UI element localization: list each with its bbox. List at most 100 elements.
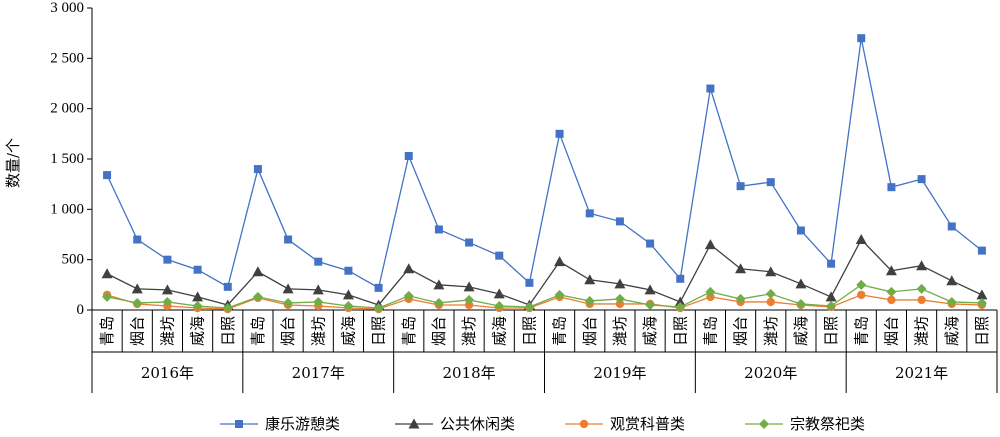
data-point bbox=[162, 296, 173, 307]
data-point bbox=[494, 300, 505, 311]
x-category-label: 潍坊 bbox=[913, 316, 931, 346]
data-point bbox=[314, 257, 323, 266]
data-point bbox=[615, 217, 624, 226]
data-point bbox=[434, 225, 443, 234]
x-category-label: 青岛 bbox=[701, 316, 719, 346]
data-point bbox=[946, 275, 958, 286]
legend-marker bbox=[759, 419, 769, 429]
data-point bbox=[223, 282, 232, 291]
data-point bbox=[947, 222, 956, 231]
data-point bbox=[735, 263, 747, 274]
data-point bbox=[765, 288, 776, 299]
data-point bbox=[282, 283, 294, 294]
data-point bbox=[131, 283, 143, 294]
series-layer bbox=[101, 34, 988, 314]
legend-marker bbox=[579, 419, 589, 429]
legend-label: 观赏科普类 bbox=[610, 415, 685, 433]
legend-item: 宗教祭祀类 bbox=[745, 415, 865, 433]
data-point bbox=[827, 259, 836, 268]
data-point bbox=[344, 266, 353, 275]
x-year-group-label: 2019年 bbox=[593, 364, 646, 382]
data-point bbox=[614, 278, 626, 289]
data-point bbox=[404, 151, 413, 160]
data-point bbox=[524, 301, 535, 312]
data-point bbox=[887, 295, 896, 305]
data-point bbox=[373, 302, 384, 313]
data-point bbox=[766, 297, 775, 307]
series-line bbox=[106, 284, 982, 309]
data-point bbox=[886, 286, 897, 297]
data-point bbox=[465, 238, 474, 247]
x-year-group-label: 2017年 bbox=[292, 364, 345, 382]
x-category-label: 青岛 bbox=[852, 316, 870, 346]
data-point bbox=[825, 291, 837, 302]
data-point bbox=[193, 265, 202, 274]
x-category-label: 潍坊 bbox=[611, 316, 629, 346]
data-point bbox=[525, 278, 534, 287]
x-category-label: 烟台 bbox=[128, 316, 146, 346]
data-point bbox=[615, 299, 625, 309]
data-point bbox=[766, 178, 775, 187]
x-category-label: 日照 bbox=[822, 316, 840, 346]
data-point bbox=[192, 291, 204, 302]
data-point bbox=[554, 289, 565, 300]
data-point bbox=[374, 283, 383, 292]
data-point bbox=[161, 284, 173, 295]
y-axis-label: 数量/个 bbox=[4, 138, 22, 188]
x-category-label: 青岛 bbox=[400, 316, 418, 346]
data-point bbox=[704, 239, 716, 250]
series-2 bbox=[101, 234, 988, 310]
x-category-label: 潍坊 bbox=[158, 316, 176, 346]
x-category-label: 烟台 bbox=[279, 316, 297, 346]
x-category-label: 烟台 bbox=[581, 316, 599, 346]
series-line bbox=[106, 294, 982, 310]
data-point bbox=[252, 291, 263, 302]
data-point bbox=[403, 263, 415, 274]
data-point bbox=[855, 234, 867, 245]
legend-item: 康乐游憩类 bbox=[220, 415, 340, 433]
data-point bbox=[343, 300, 354, 311]
data-point bbox=[433, 279, 445, 290]
data-point bbox=[464, 300, 474, 310]
data-point bbox=[585, 209, 594, 218]
data-point bbox=[795, 298, 806, 309]
data-point bbox=[584, 295, 595, 306]
data-point bbox=[614, 293, 625, 304]
data-point bbox=[765, 266, 777, 277]
y-tick-label: 1 000 bbox=[50, 201, 84, 217]
data-point bbox=[584, 274, 596, 285]
data-point bbox=[977, 246, 986, 255]
data-point bbox=[101, 268, 113, 279]
data-point bbox=[493, 288, 505, 299]
data-point bbox=[342, 289, 354, 300]
data-point bbox=[464, 294, 475, 305]
data-point bbox=[554, 256, 566, 267]
x-category-label: 青岛 bbox=[551, 316, 569, 346]
x-category-label: 青岛 bbox=[98, 316, 116, 346]
data-point bbox=[644, 284, 656, 295]
x-category-label: 威海 bbox=[339, 316, 357, 346]
legend-label: 公共休闲类 bbox=[440, 415, 515, 433]
data-point bbox=[857, 34, 866, 43]
data-point bbox=[132, 297, 143, 308]
data-point bbox=[795, 278, 807, 289]
x-year-group-label: 2020年 bbox=[744, 364, 797, 382]
legend: 康乐游憩类 公共休闲类 观赏科普类 宗教祭祀类 bbox=[220, 415, 865, 433]
data-point bbox=[463, 281, 475, 292]
data-point bbox=[133, 235, 142, 244]
x-category-label: 潍坊 bbox=[460, 316, 478, 346]
y-tick-label: 0 bbox=[77, 302, 85, 318]
data-point bbox=[646, 239, 655, 248]
series-line bbox=[106, 38, 983, 289]
data-point bbox=[917, 175, 926, 184]
x-category-label: 烟台 bbox=[430, 316, 448, 346]
x-category-label: 潍坊 bbox=[762, 316, 780, 346]
legend-marker bbox=[408, 418, 420, 429]
data-point bbox=[916, 260, 928, 271]
data-point bbox=[192, 300, 203, 311]
x-category-label: 青岛 bbox=[249, 316, 267, 346]
data-point bbox=[826, 300, 837, 311]
data-point bbox=[856, 279, 867, 290]
data-point bbox=[885, 265, 897, 276]
